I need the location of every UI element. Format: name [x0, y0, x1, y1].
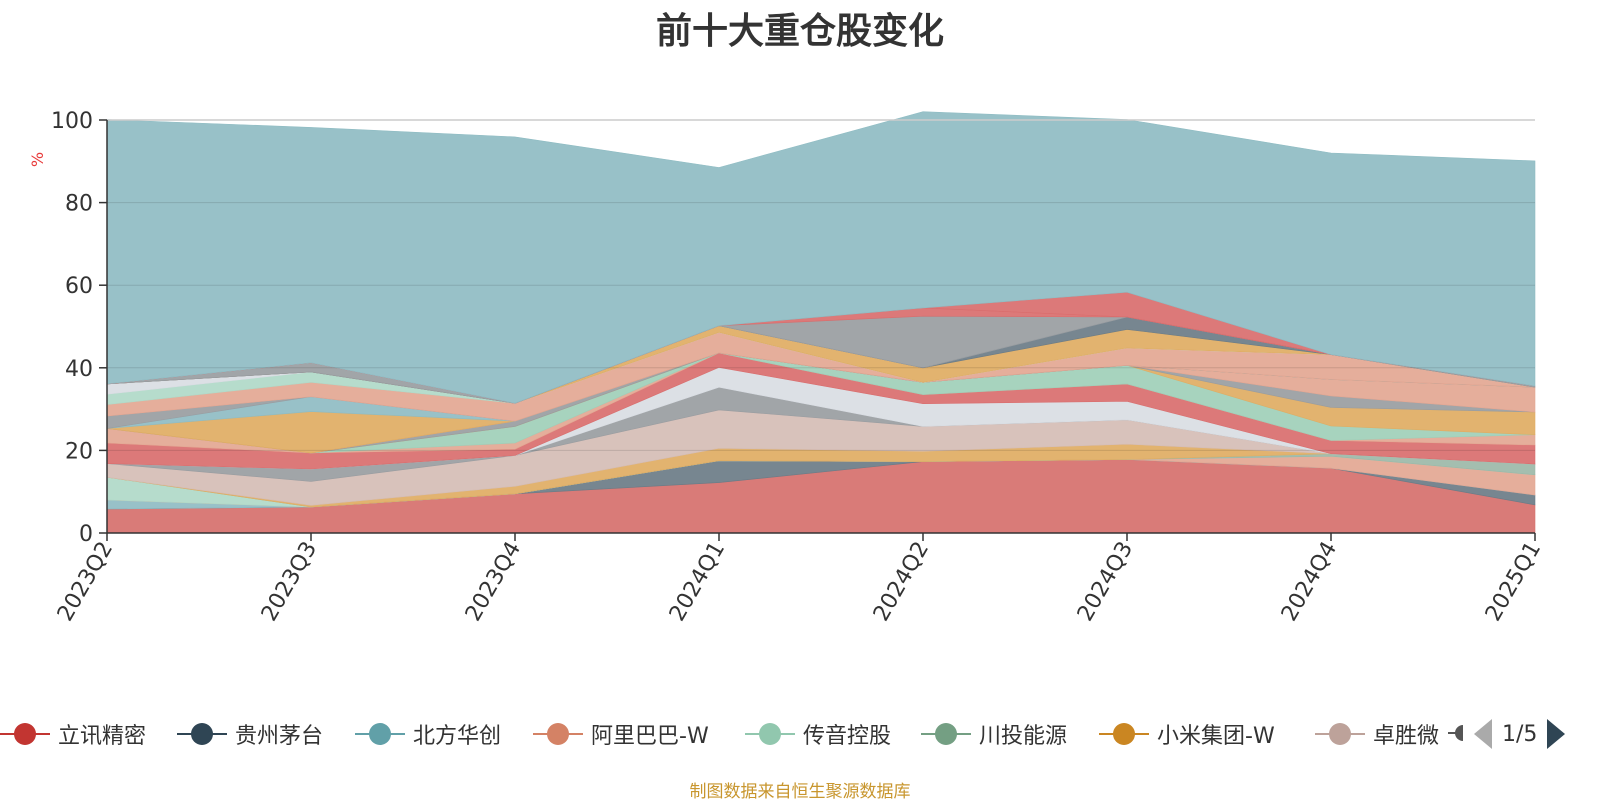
- legend-label: 贵州茅台: [235, 724, 324, 749]
- legend-label: 阿里巴巴-W: [591, 724, 709, 749]
- legend-marker-icon: [921, 719, 971, 749]
- legend-page-indicator: 1/5: [1502, 721, 1538, 747]
- legend-label: 立讯精密: [58, 724, 147, 749]
- legend-prev-icon[interactable]: [1474, 719, 1492, 749]
- legend-marker-icon: [745, 719, 795, 749]
- y-tick-label-4: 80: [65, 192, 93, 217]
- legend-item-6[interactable]: 小米集团-W: [1099, 716, 1275, 752]
- legend-label: 北方华创: [413, 724, 502, 749]
- legend-pager: 1/5: [1462, 716, 1566, 752]
- legend-item-2[interactable]: 北方华创: [355, 716, 501, 752]
- legend-marker-icon: [177, 719, 227, 749]
- x-tick-label-7: 2025Q1: [1481, 538, 1546, 626]
- legend-label: 卓胜微: [1373, 724, 1440, 749]
- y-tick-label-3: 60: [65, 274, 93, 299]
- x-tick-label-1: 2023Q3: [257, 538, 322, 626]
- legend-label: 小米集团-W: [1157, 724, 1275, 749]
- x-tick-label-4: 2024Q2: [869, 538, 934, 626]
- y-tick-label-0: 0: [79, 522, 93, 547]
- x-tick-label-0: 2023Q2: [53, 538, 118, 626]
- y-tick-label-2: 40: [65, 357, 93, 382]
- y-tick-label-5: 100: [51, 109, 93, 134]
- area-chart: 0 20 40 60 80 100 2023Q2 2023Q3 2023Q4 2024Q1 2024…: [51, 109, 1546, 626]
- y-tick-label-1: 20: [65, 439, 93, 464]
- legend-marker-icon: [355, 719, 405, 749]
- legend-marker-icon: [1315, 719, 1365, 749]
- x-tick-label-2: 2023Q4: [461, 538, 526, 626]
- legend-item-7[interactable]: 卓胜微: [1315, 716, 1439, 752]
- x-tick-label-5: 2024Q3: [1073, 538, 1138, 626]
- y-axis-unit: %: [28, 151, 48, 168]
- source-note: 制图数据来自恒生聚源数据库: [689, 782, 911, 802]
- legend-item-3[interactable]: 阿里巴巴-W: [533, 716, 709, 752]
- legend-item-4[interactable]: 传音控股: [745, 716, 891, 752]
- legend-marker-icon: [533, 719, 583, 749]
- area-series-28: [106, 111, 1536, 404]
- legend-label: 传音控股: [803, 724, 892, 749]
- legend-marker-icon: [0, 719, 50, 749]
- chart-title: 前十大重仓股变化: [655, 11, 944, 52]
- legend-item-1[interactable]: 贵州茅台: [177, 716, 323, 752]
- legend-next-icon[interactable]: [1547, 719, 1566, 749]
- legend: 立讯精密 贵州茅台 北方华创 阿里巴巴-W 传音控股 川投能源 小米集团-W 卓胜微: [0, 716, 1600, 752]
- legend-item-0[interactable]: 立讯精密: [0, 716, 146, 752]
- legend-overflow-marker: [1455, 725, 1463, 741]
- legend-label: 川投能源: [979, 724, 1068, 749]
- legend-item-5[interactable]: 川投能源: [921, 716, 1067, 752]
- x-tick-label-6: 2024Q4: [1277, 538, 1342, 626]
- x-tick-label-3: 2024Q1: [665, 538, 730, 626]
- legend-marker-icon: [1099, 719, 1149, 749]
